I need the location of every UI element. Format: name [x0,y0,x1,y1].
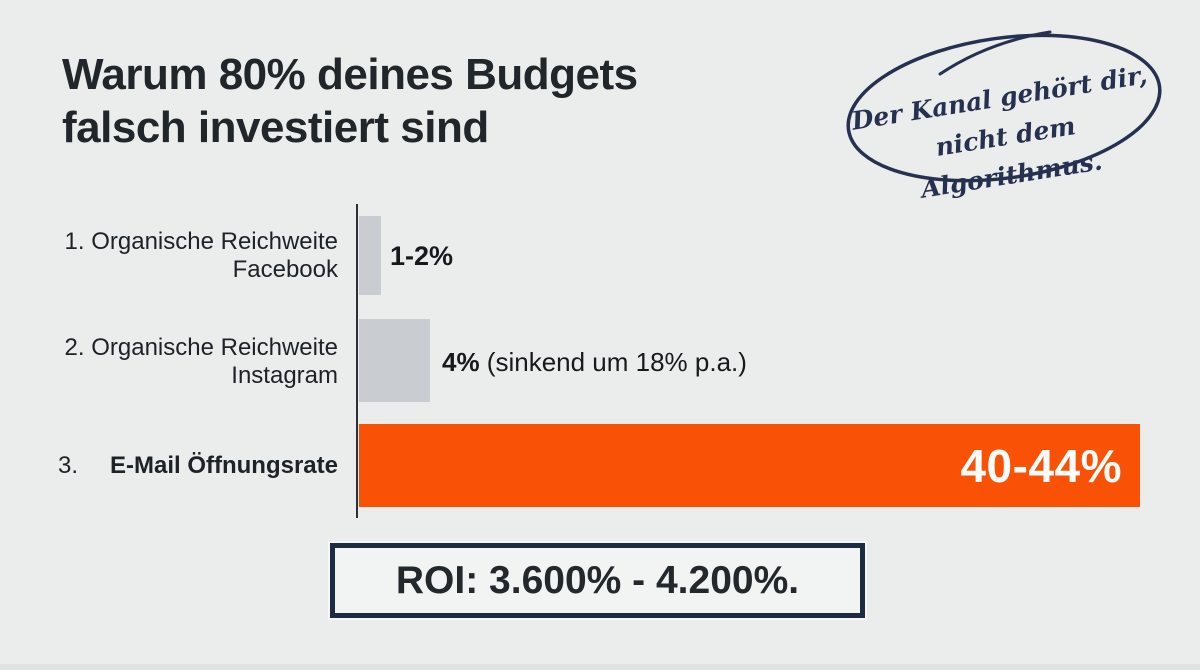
page-title: Warum 80% deines Budgets falsch investie… [62,48,638,154]
bar-instagram [359,319,430,402]
value-label-instagram-pct: 4% [442,347,480,377]
bar-facebook [359,216,381,295]
roi-text: ROI: 3.600% - 4.200%. [395,558,800,602]
bar-email: 40-44% [359,424,1140,507]
value-label-instagram: 4% (sinkend um 18% p.a.) [442,347,747,378]
page-title-line2: falsch investiert sind [62,103,489,152]
chart-axis [356,204,358,518]
roi-box: ROI: 3.600% - 4.200%. [330,543,865,618]
bottom-edge-strip [0,664,1200,670]
row-label-facebook-line1: 1. Organische Reichweite [64,228,338,255]
row-label-email-text: E-Mail Öffnungsrate [109,452,338,479]
row-label-instagram-line1: 2. Organische Reichweite [64,334,338,361]
row-label-instagram: 2. Organische Reichweite Instagram [58,334,338,390]
value-label-email: 40-44% [960,439,1122,492]
ellipse-outline [846,33,1162,183]
value-label-instagram-note: (sinkend um 18% p.a.) [479,347,747,377]
page-title-line1: Warum 80% deines Budgets [62,50,638,99]
row-label-instagram-line2: Instagram [231,362,338,389]
value-label-facebook: 1-2% [390,241,454,271]
row-label-facebook: 1. Organische Reichweite Facebook [58,228,338,284]
row-label-facebook-line2: Facebook [232,256,338,283]
annotation-ellipse [846,30,1162,183]
ellipse-swoosh [938,30,1052,76]
row-label-email: 3. E-Mail Öffnungsrate [58,452,338,480]
row-index-email: 3. [58,452,79,479]
